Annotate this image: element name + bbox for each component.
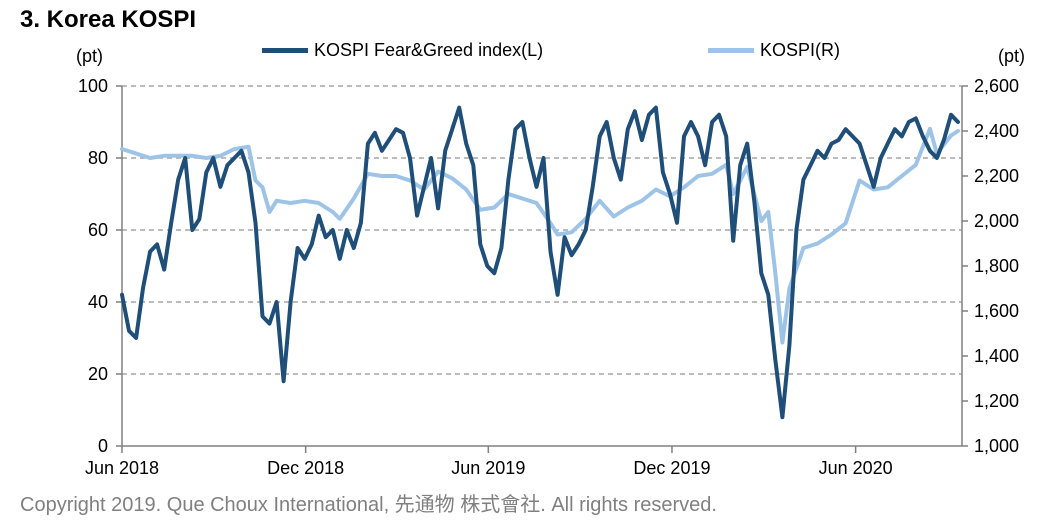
x-tick-label: Jun 2020 <box>819 458 893 478</box>
right-tick-label: 2,600 <box>974 76 1019 96</box>
right-axis-unit: (pt) <box>998 46 1025 66</box>
left-tick-label: 60 <box>88 220 108 240</box>
x-tick-label: Dec 2018 <box>267 458 344 478</box>
legend: KOSPI Fear&Greed index(L) KOSPI(R) <box>0 40 1059 66</box>
legend-label-kospi: KOSPI(R) <box>760 40 841 60</box>
left-tick-label: 0 <box>98 436 108 456</box>
x-tick-label: Jun 2018 <box>85 458 159 478</box>
right-tick-label: 2,200 <box>974 166 1019 186</box>
series-line-kospi <box>120 126 960 345</box>
x-tick-label: Jun 2019 <box>451 458 525 478</box>
left-tick-label: 80 <box>88 148 108 168</box>
copyright-notice: Copyright 2019. Que Choux International,… <box>20 494 717 516</box>
legend-item-fear-greed: KOSPI Fear&Greed index(L) <box>262 40 543 61</box>
series-line-fear-greed <box>120 105 960 420</box>
left-tick-label: 100 <box>78 76 108 96</box>
right-tick-label: 2,000 <box>974 211 1019 231</box>
legend-swatch-fear-greed <box>262 48 308 53</box>
legend-label-fear-greed: KOSPI Fear&Greed index(L) <box>314 40 544 60</box>
right-tick-label: 1,200 <box>974 391 1019 411</box>
right-tick-label: 1,800 <box>974 256 1019 276</box>
chart-title: 3. Korea KOSPI <box>20 6 197 33</box>
left-axis-unit: (pt) <box>76 46 103 66</box>
x-tick-label: Dec 2019 <box>633 458 710 478</box>
right-tick-label: 1,600 <box>974 301 1019 321</box>
right-tick-label: 1,400 <box>974 346 1019 366</box>
left-tick-label: 20 <box>88 364 108 384</box>
right-tick-label: 2,400 <box>974 121 1019 141</box>
legend-item-kospi: KOSPI(R) <box>708 40 840 61</box>
legend-swatch-kospi <box>708 48 754 53</box>
right-tick-label: 1,000 <box>974 436 1019 456</box>
left-tick-label: 40 <box>88 292 108 312</box>
